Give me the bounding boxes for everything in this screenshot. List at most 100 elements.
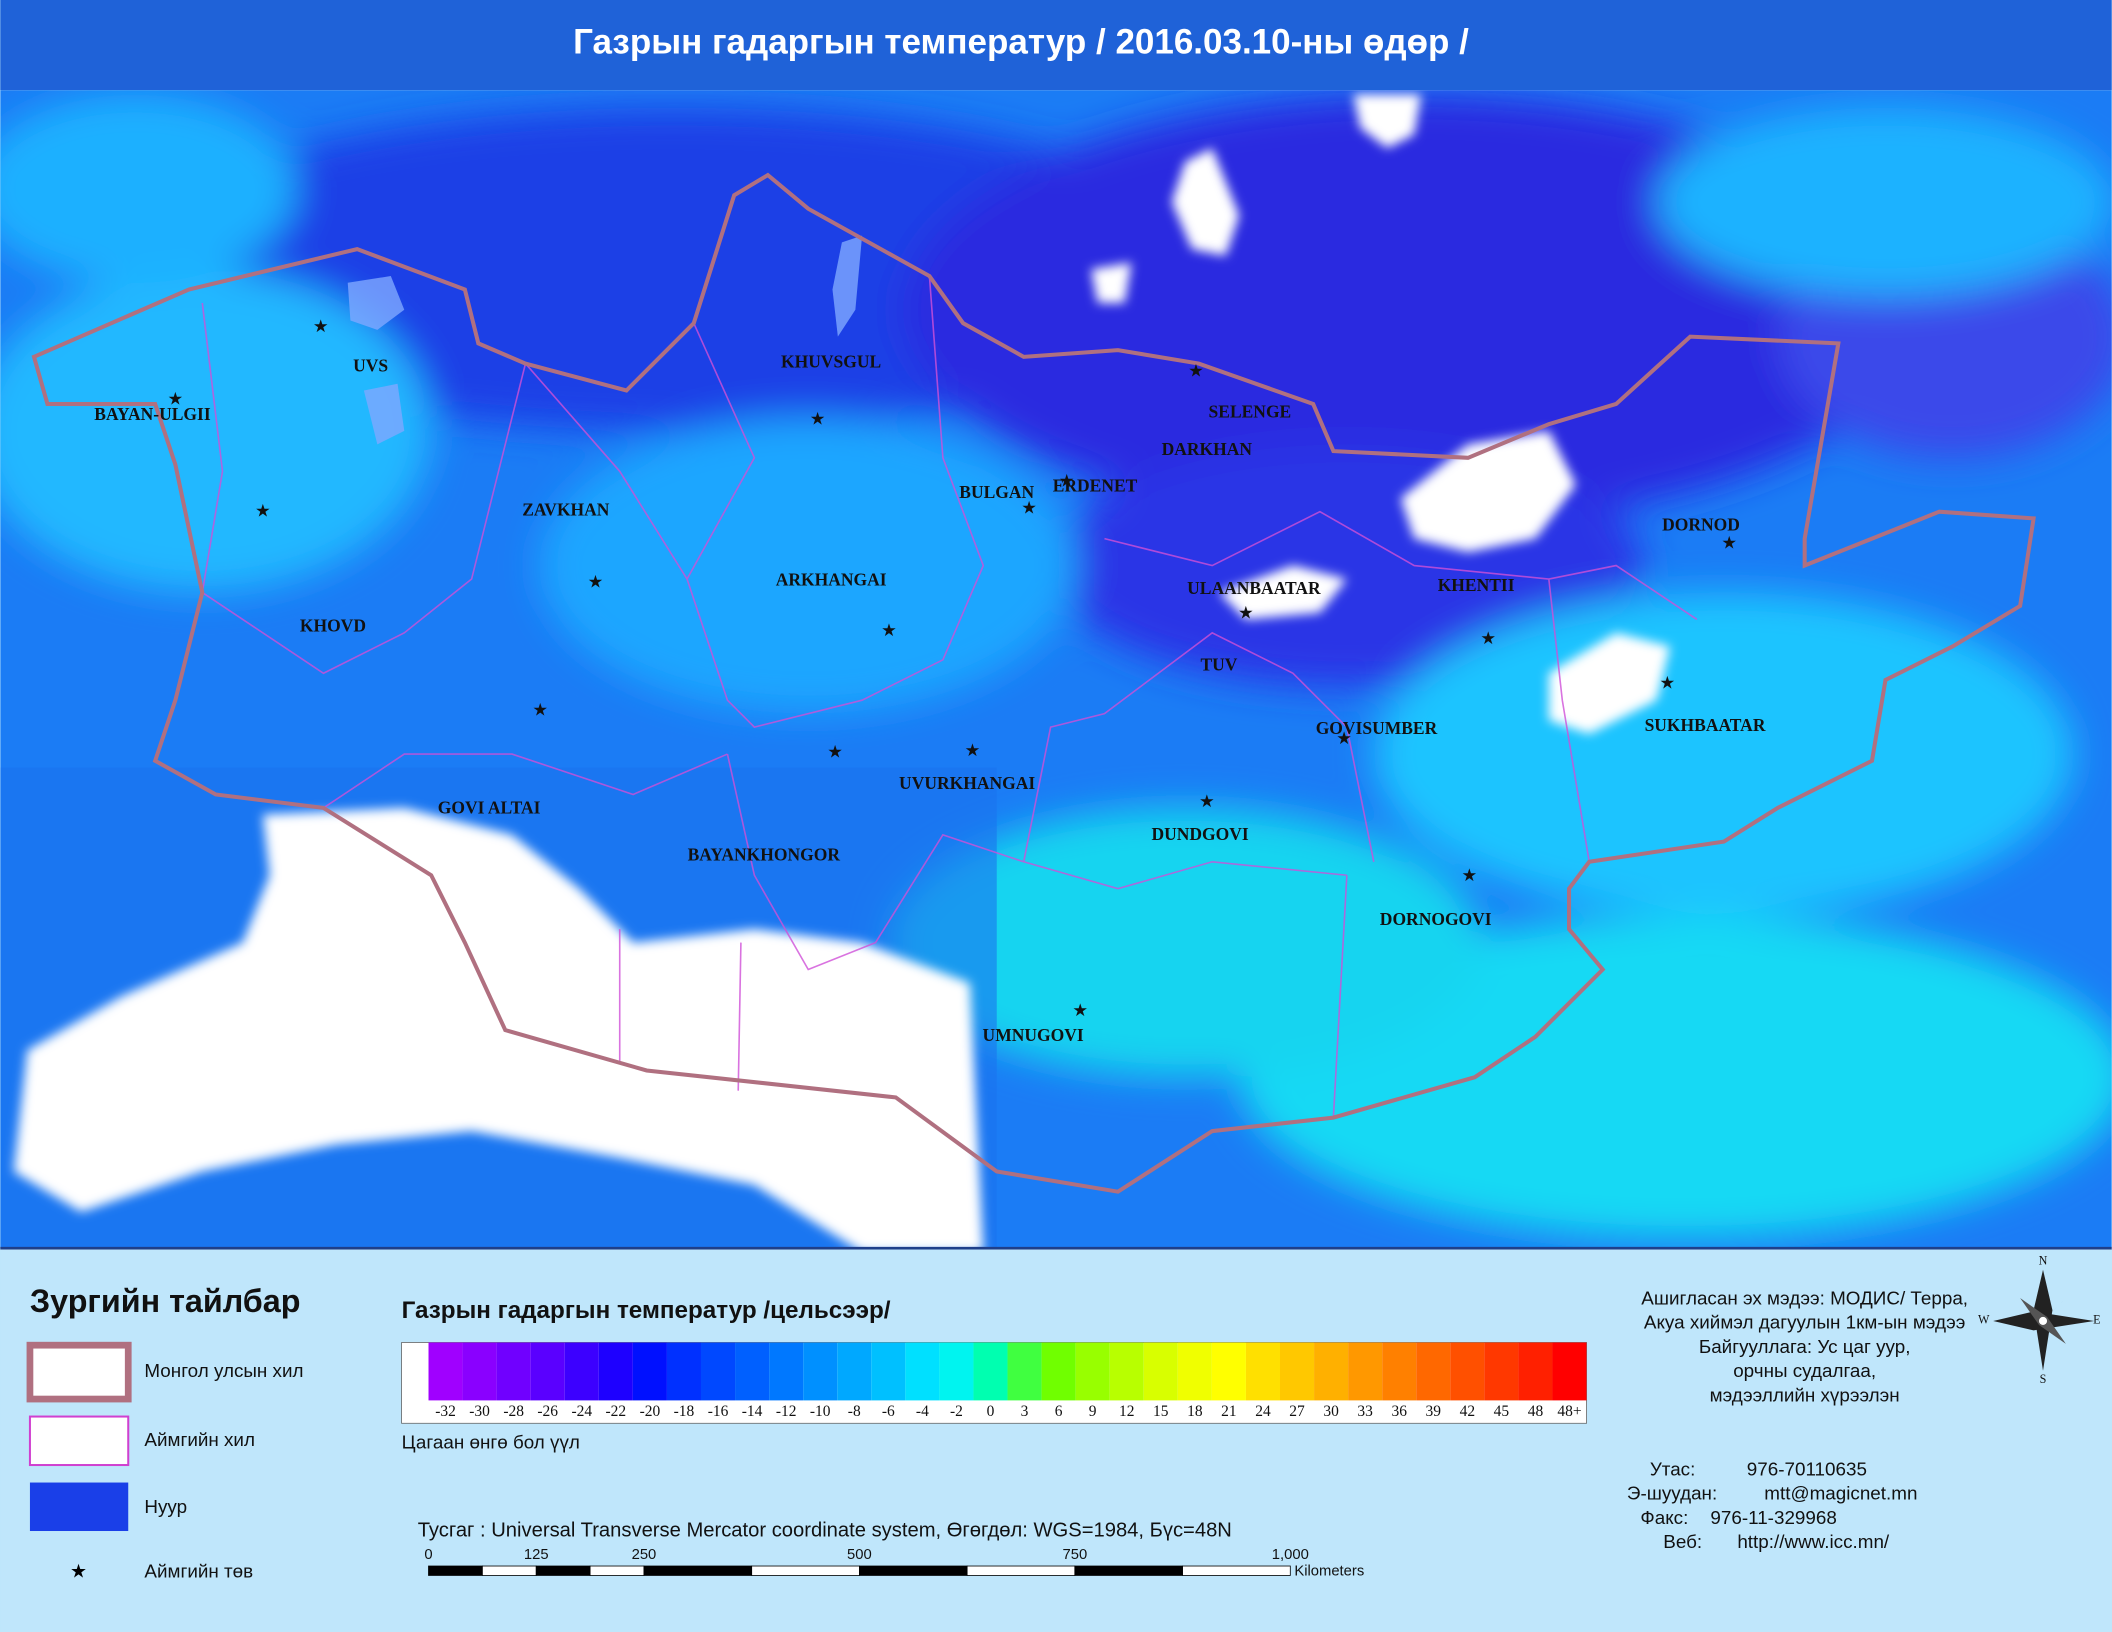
colorbar-label: 48 <box>1528 1403 1544 1420</box>
aimag-center-star: ★ <box>810 409 826 429</box>
contact-label: Веб: <box>1663 1531 1702 1552</box>
colorbar-label: -4 <box>916 1403 929 1420</box>
clouds <box>13 94 1671 1249</box>
colorbar-cell <box>1552 1342 1587 1401</box>
colorbar-cell <box>700 1342 736 1401</box>
legend-label: Аймгийн хил <box>144 1429 255 1450</box>
colorbar-cell <box>1484 1342 1519 1401</box>
colorbar-label: 15 <box>1153 1403 1169 1420</box>
compass-letter: W <box>1978 1313 1990 1327</box>
colorbar-label: 33 <box>1357 1403 1373 1420</box>
contact-label: Утас: <box>1650 1458 1696 1479</box>
colorbar-label: -8 <box>848 1403 861 1420</box>
legend-label: Аймгийн төв <box>144 1561 253 1582</box>
aimag-center-star: ★ <box>1462 865 1478 885</box>
legend-label: Монгол улсын хил <box>144 1360 303 1381</box>
aimag-center-star: ★ <box>965 740 981 760</box>
colorbar-label: 42 <box>1460 1403 1475 1420</box>
aimag-center-star: ★ <box>881 620 897 640</box>
colorbar-label: 6 <box>1055 1403 1063 1420</box>
aimag-center-star: ★ <box>313 316 329 336</box>
colorbar-label: -10 <box>810 1403 831 1420</box>
scale-segment <box>481 1565 537 1576</box>
place-label: KHOVD <box>300 616 366 636</box>
colorbar-cell <box>1177 1342 1212 1401</box>
scale-segment <box>1182 1565 1291 1576</box>
colorbar-label: -12 <box>776 1403 797 1420</box>
colorbar-cell <box>1245 1342 1280 1401</box>
colorbar-label: 48+ <box>1557 1403 1581 1420</box>
title-bar <box>0 0 2112 91</box>
place-label: ERDENET <box>1053 475 1138 495</box>
scale-unit: Kilometers <box>1294 1563 1364 1579</box>
colorbar-label: -32 <box>435 1403 456 1420</box>
colorbar-label: -18 <box>674 1403 695 1420</box>
contact-value: 976-70110635 <box>1747 1458 1867 1479</box>
aimag-center-star: ★ <box>588 572 604 592</box>
colorbar: -32 -30 -28 -26 -24 -22 -20 -18 -16 -14 -12 -10 -8 -6… <box>401 1342 1587 1424</box>
colorbar-cell <box>837 1342 872 1401</box>
colorbar-label: -28 <box>503 1403 524 1420</box>
info-line: Акуа хиймэл дагуулын 1км-ын мэдээ <box>1644 1312 1966 1333</box>
colorbar-title: Газрын гадаргын температур /цельсээр/ <box>402 1297 891 1324</box>
aimag-borders <box>201 275 1698 1118</box>
colorbar-cell <box>803 1342 838 1401</box>
source-info: Ашигласан эх мэдээ: МОДИС/ Терра, Акуа хи… <box>1641 1287 1968 1405</box>
contacts: Утас: 976-70110635 Э-шуудан: mtt@magicnet.m… <box>1627 1458 1918 1552</box>
scale-segment <box>1074 1565 1183 1576</box>
colorbar-cell <box>462 1342 497 1401</box>
colorbar-label: -20 <box>640 1403 661 1420</box>
place-label: ARKHANGAI <box>776 570 887 590</box>
colorbar-label: 0 <box>987 1403 995 1420</box>
title: Газрын гадаргын температур / 2016.03.10-… <box>573 23 1469 62</box>
colorbar-label: -14 <box>742 1403 763 1420</box>
colorbar-cell <box>1041 1342 1076 1401</box>
place-label: ULAANBAATAR <box>1187 578 1321 598</box>
colorbar-label: -24 <box>571 1403 592 1420</box>
place-label: GOVISUMBER <box>1316 718 1438 738</box>
place-label: UVURKHANGAI <box>899 773 1035 793</box>
place-label: GOVI ALTAI <box>438 797 541 817</box>
colorbar-cell <box>1382 1342 1417 1401</box>
scale-label: 500 <box>847 1547 872 1563</box>
colorbar-cell <box>598 1342 633 1401</box>
aimag-center-star: ★ <box>1059 471 1075 491</box>
legend-items: Монгол улсын хил Аймгийн хил Нуур Аймгийн т… <box>144 1360 303 1582</box>
colorbar-label: 27 <box>1289 1403 1305 1420</box>
aimag-center-star: ★ <box>1072 1000 1088 1020</box>
place-label: ZAVKHAN <box>522 500 610 520</box>
legend-star: ★ <box>70 1561 87 1582</box>
colorbar-label: 3 <box>1021 1403 1029 1420</box>
aimag-center-star: ★ <box>1659 673 1675 693</box>
scale-segment <box>643 1565 753 1576</box>
colorbar-cell <box>973 1342 1008 1401</box>
aimag-center-star: ★ <box>1480 628 1496 648</box>
aimag-center-star: ★ <box>255 500 271 520</box>
colorbar-cell <box>428 1342 463 1401</box>
place-label: KHUVSGUL <box>781 352 881 372</box>
cloud-note: Цагаан өнгө бол үүл <box>402 1431 580 1452</box>
colorbar-cell <box>632 1342 667 1401</box>
colorbar-cell <box>905 1342 940 1401</box>
compass-letter: S <box>2040 1372 2047 1386</box>
colorbar-label: -16 <box>708 1403 729 1420</box>
colorbar-label: 36 <box>1391 1403 1407 1420</box>
contact-label: Э-шуудан: <box>1627 1483 1717 1504</box>
map: BAYAN-ULGII UVS KHUVSGUL SELENGE DARKHAN ERDE… <box>0 90 2112 1249</box>
scale-segment <box>966 1565 1076 1576</box>
place-label: DUNDGOVI <box>1151 824 1248 844</box>
colorbar-label: 30 <box>1323 1403 1339 1420</box>
colorbar-label: 45 <box>1494 1403 1510 1420</box>
place-label: BAYAN-ULGII <box>94 404 211 424</box>
scale-segment <box>428 1565 483 1576</box>
colorbar-label: 9 <box>1089 1403 1097 1420</box>
place-label: DARKHAN <box>1162 439 1253 459</box>
colorbar-label: 12 <box>1119 1403 1134 1420</box>
aimag-center-star: ★ <box>1238 603 1254 623</box>
info-line: мэдээллийн хүрээлэн <box>1710 1384 1900 1405</box>
scale-segment <box>859 1565 968 1576</box>
projection: Тусгаг : Universal Transverse Mercator c… <box>418 1519 1232 1541</box>
